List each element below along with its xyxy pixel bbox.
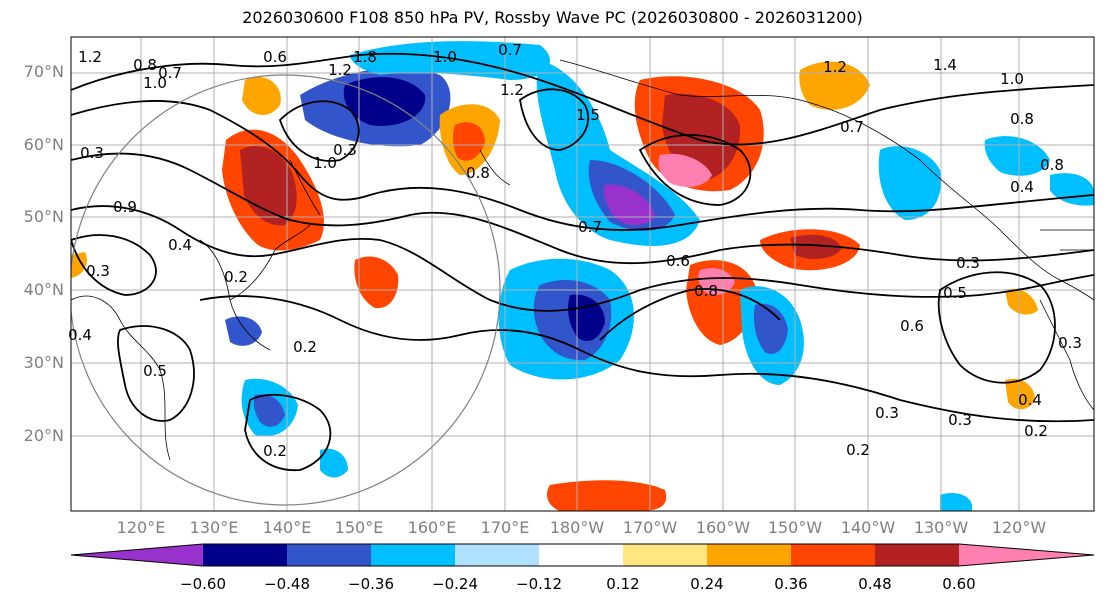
contour-label: 1.0 xyxy=(1000,70,1024,88)
contour-label: 1.5 xyxy=(576,106,600,124)
lon-label: 180°W xyxy=(549,518,605,537)
contour-label: 1.2 xyxy=(500,81,524,99)
graticule xyxy=(71,37,1094,511)
colorbar-bin xyxy=(623,544,707,566)
contour-label: 0.7 xyxy=(578,218,602,236)
pc-shading xyxy=(71,41,1094,511)
contour-label: 0.3 xyxy=(956,254,980,272)
colorbar-bin xyxy=(371,544,455,566)
contour-label: 0.6 xyxy=(666,252,690,270)
contour-label: 0.2 xyxy=(224,268,248,286)
contour-label: 0.7 xyxy=(498,41,522,59)
contour-label: 1.0 xyxy=(313,154,337,172)
contour-label: 0.3 xyxy=(1058,334,1082,352)
colorbar-extend-min xyxy=(71,544,203,566)
coastlines xyxy=(71,59,1094,461)
colorbar-bin xyxy=(203,544,287,566)
colorbar-extend-max xyxy=(959,544,1094,566)
lon-label: 170°W xyxy=(622,518,678,537)
contour-label: 0.3 xyxy=(875,404,899,422)
contour-label: 1.0 xyxy=(143,74,167,92)
contour-label: 0.5 xyxy=(943,284,967,302)
contour-label: 0.5 xyxy=(143,362,167,380)
lon-label: 140°E xyxy=(262,518,312,537)
contour-label: 0.8 xyxy=(1010,110,1034,128)
lon-label: 120°W xyxy=(991,518,1047,537)
colorbar-tick-label: −0.24 xyxy=(432,575,478,593)
colorbar-tick-label: 0.12 xyxy=(606,575,640,593)
contour-label: 0.3 xyxy=(86,262,110,280)
lat-label: 40°N xyxy=(23,280,64,299)
lat-label: 50°N xyxy=(23,207,64,226)
contour-label: 0.6 xyxy=(900,317,924,335)
colorbar-bin xyxy=(707,544,791,566)
contour-label: 0.2 xyxy=(293,338,317,356)
colorbar-bin xyxy=(287,544,371,566)
contour-label: 0.7 xyxy=(158,64,182,82)
contour-label: 0.4 xyxy=(168,236,192,254)
lat-label: 30°N xyxy=(23,353,64,372)
lon-label: 150°W xyxy=(767,518,823,537)
map-frame xyxy=(70,36,1095,512)
contour-label: 0.9 xyxy=(113,198,137,216)
contour-label: 1.0 xyxy=(433,48,457,66)
contour-label: 0.4 xyxy=(1010,178,1034,196)
contour-label: 0.8 xyxy=(466,164,490,182)
colorbar-outline xyxy=(70,543,1095,567)
lon-label: 130°E xyxy=(189,518,239,537)
projection-circle xyxy=(71,74,501,506)
colorbar-bin xyxy=(455,544,539,566)
colorbar-tick-label: −0.12 xyxy=(516,575,562,593)
contour-label: 1.2 xyxy=(328,61,352,79)
colorbar xyxy=(70,543,1095,567)
lon-label: 130°W xyxy=(913,518,969,537)
contour-label: 0.2 xyxy=(263,442,287,460)
contour-label: 0.4 xyxy=(1018,391,1042,409)
colorbar-tick-label: −0.36 xyxy=(348,575,394,593)
lon-label: 120°E xyxy=(116,518,166,537)
contour-label: 0.3 xyxy=(80,144,104,162)
pv-contours xyxy=(71,52,1094,471)
lon-label: 160°W xyxy=(695,518,751,537)
contour-label: 1.8 xyxy=(353,48,377,66)
lat-label: 60°N xyxy=(23,135,64,154)
contour-label: 0.3 xyxy=(333,141,357,159)
contour-label: 0.6 xyxy=(263,48,287,66)
contour-label: 0.8 xyxy=(1040,156,1064,174)
contour-label: 1.2 xyxy=(823,58,847,76)
contour-label: 0.8 xyxy=(133,56,157,74)
colorbar-tick-label: 0.36 xyxy=(774,575,808,593)
lon-label: 150°E xyxy=(334,518,384,537)
contour-label: 1.4 xyxy=(933,56,957,74)
contour-label: 0.4 xyxy=(68,326,92,344)
map-title: 2026030600 F108 850 hPa PV, Rossby Wave … xyxy=(242,8,863,27)
contour-label: 0.2 xyxy=(1024,422,1048,440)
lon-label: 160°E xyxy=(407,518,457,537)
lat-label: 70°N xyxy=(23,62,64,81)
contour-label: 1.2 xyxy=(78,48,102,66)
contour-label-layer: 1.2 0.8 0.7 1.0 0.6 1.2 1.8 1.0 0.7 1.2 … xyxy=(68,41,1082,460)
colorbar-tick-label: 0.24 xyxy=(690,575,724,593)
contour-label: 0.2 xyxy=(846,441,870,459)
lon-label: 170°E xyxy=(480,518,530,537)
colorbar-bin xyxy=(875,544,959,566)
colorbar-tick-label: −0.60 xyxy=(180,575,226,593)
colorbar-bin xyxy=(791,544,875,566)
contour-label: 0.3 xyxy=(948,411,972,429)
contour-label: 0.8 xyxy=(694,282,718,300)
lat-label: 20°N xyxy=(23,426,64,445)
colorbar-tick-label: −0.48 xyxy=(264,575,310,593)
colorbar-tick-label: 0.48 xyxy=(858,575,892,593)
lon-label: 140°W xyxy=(840,518,896,537)
contour-label: 0.7 xyxy=(840,118,864,136)
colorbar-tick-label: 0.60 xyxy=(942,575,976,593)
colorbar-bin xyxy=(539,544,623,566)
